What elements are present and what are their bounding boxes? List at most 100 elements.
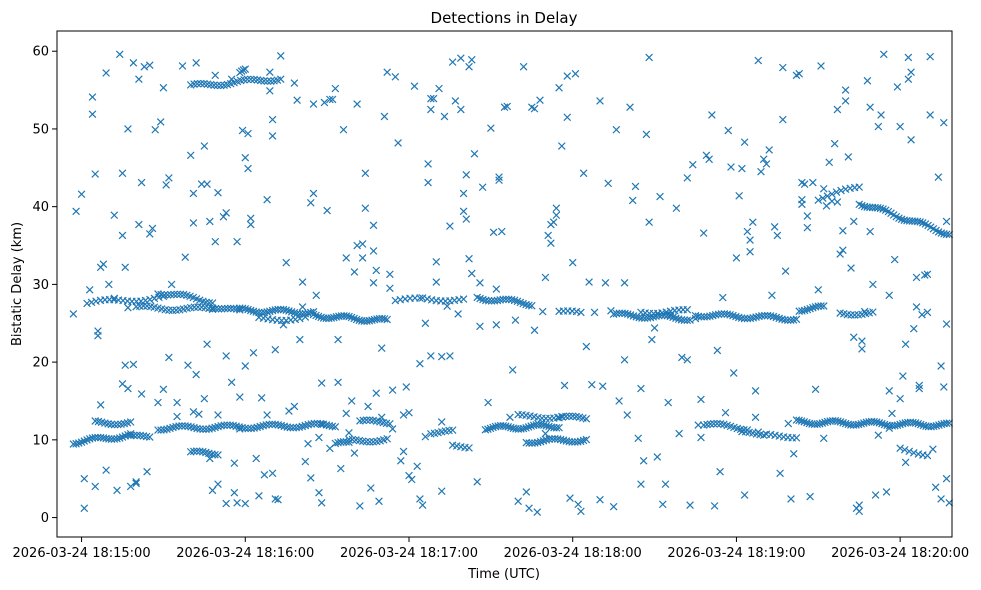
- data-point: [525, 439, 534, 447]
- data-point: [758, 312, 766, 320]
- data-point: [168, 306, 177, 315]
- data-point: [541, 429, 550, 438]
- data-point: [203, 180, 211, 188]
- data-point: [866, 227, 874, 236]
- data-point: [424, 160, 432, 168]
- data-point: [882, 488, 891, 496]
- data-point: [88, 110, 97, 118]
- data-point: [915, 381, 924, 390]
- data-point: [841, 86, 850, 94]
- data-point: [413, 462, 422, 471]
- x-tick-label: 2026-03-24 18:15:00: [13, 546, 151, 561]
- data-point: [916, 420, 925, 429]
- data-point: [427, 105, 435, 114]
- chart-title: Detections in Delay: [431, 9, 578, 27]
- data-point: [309, 189, 318, 198]
- y-tick-label: 50: [32, 122, 49, 137]
- data-point: [347, 397, 356, 405]
- data-point: [233, 498, 241, 507]
- data-point: [326, 95, 334, 104]
- data-point: [181, 253, 190, 262]
- data-point: [819, 184, 828, 193]
- data-point: [459, 295, 468, 303]
- data-point: [162, 181, 170, 189]
- x-axis-label: Time (UTC): [467, 567, 540, 582]
- data-point: [637, 480, 645, 488]
- data-point: [402, 383, 411, 391]
- data-point: [241, 65, 250, 73]
- data-point: [492, 320, 501, 329]
- data-point: [697, 433, 705, 442]
- data-point: [353, 100, 361, 108]
- data-point: [628, 196, 637, 205]
- data-point: [399, 447, 408, 456]
- data-point: [145, 433, 154, 441]
- data-point: [192, 447, 201, 455]
- data-point: [339, 125, 348, 134]
- data-point: [612, 125, 621, 134]
- data-point: [244, 305, 252, 314]
- data-point: [238, 423, 246, 432]
- data-point: [91, 433, 100, 442]
- data-point: [713, 346, 722, 355]
- data-point: [688, 160, 697, 169]
- data-point: [121, 263, 130, 272]
- data-point: [754, 56, 763, 65]
- data-point: [285, 307, 293, 315]
- data-point: [135, 220, 143, 229]
- data-point: [735, 191, 743, 200]
- data-point: [189, 408, 198, 416]
- data-point: [524, 423, 533, 431]
- data-point: [80, 474, 89, 483]
- data-point: [844, 153, 853, 161]
- data-point: [362, 416, 371, 424]
- data-point: [421, 319, 430, 328]
- data-point: [686, 501, 694, 509]
- data-point: [136, 431, 145, 440]
- x-tick-label: 2026-03-24 18:19:00: [667, 546, 805, 561]
- data-point: [519, 62, 528, 71]
- data-point: [416, 495, 424, 503]
- data-point: [776, 469, 784, 478]
- y-tick-label: 0: [41, 511, 49, 526]
- data-point: [222, 352, 231, 360]
- data-point: [467, 55, 476, 64]
- data-point: [489, 228, 498, 237]
- x-tick-label: 2026-03-24 18:17:00: [340, 546, 478, 561]
- data-point: [345, 429, 353, 437]
- data-point: [787, 495, 795, 503]
- data-point: [102, 466, 110, 474]
- data-point: [199, 425, 207, 434]
- data-point: [170, 290, 178, 299]
- data-point: [241, 304, 250, 313]
- data-point: [497, 227, 506, 236]
- data-point: [350, 314, 358, 323]
- data-point: [421, 432, 430, 441]
- data-point: [798, 307, 806, 315]
- data-point: [503, 102, 512, 111]
- data-point: [746, 247, 754, 256]
- data-point: [552, 211, 561, 220]
- data-point: [916, 218, 924, 226]
- data-point: [522, 488, 531, 496]
- data-point: [432, 278, 441, 286]
- data-point: [724, 126, 733, 135]
- data-point: [105, 280, 113, 289]
- data-point: [877, 111, 885, 119]
- data-point: [268, 115, 277, 124]
- data-point: [424, 178, 432, 187]
- data-point: [223, 421, 231, 429]
- data-point: [167, 280, 176, 289]
- data-point: [448, 58, 457, 66]
- data-point: [293, 96, 301, 105]
- data-point: [75, 439, 83, 447]
- data-point: [364, 402, 372, 411]
- data-point: [298, 303, 307, 311]
- data-point: [77, 190, 86, 199]
- data-point: [899, 372, 907, 380]
- data-point: [83, 299, 91, 308]
- data-point: [386, 419, 394, 428]
- data-point: [912, 303, 921, 311]
- data-point: [145, 61, 154, 70]
- data-point: [121, 361, 130, 370]
